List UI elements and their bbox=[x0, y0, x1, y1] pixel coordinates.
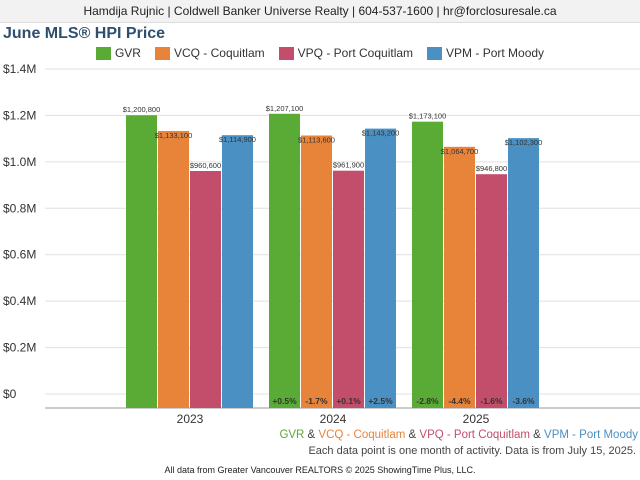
data-label: $960,600 bbox=[190, 161, 221, 170]
change-label: +0.1% bbox=[336, 396, 361, 406]
data-label: $1,102,300 bbox=[505, 138, 543, 147]
data-label: $1,133,100 bbox=[155, 131, 193, 140]
bar-vpm-2023 bbox=[222, 135, 253, 408]
bar-gvr-2024 bbox=[269, 113, 300, 408]
contact-line: Hamdija Rujnic | Coldwell Banker Univers… bbox=[83, 4, 557, 18]
footer-legend-part: VPQ - Port Coquitlam bbox=[419, 429, 530, 441]
legend-swatch bbox=[95, 46, 111, 60]
bar-gvr-2025 bbox=[412, 121, 443, 408]
change-label: -1.6% bbox=[480, 396, 503, 406]
bar-vpm-2024 bbox=[365, 128, 396, 408]
legend-swatch bbox=[427, 46, 443, 60]
footer-source: All data from Greater Vancouver REALTORS… bbox=[164, 465, 476, 475]
change-label: -2.8% bbox=[416, 396, 439, 406]
change-label: -3.6% bbox=[512, 396, 535, 406]
y-tick-label: $0.2M bbox=[3, 341, 36, 355]
footer-legend-part: VPM - Port Moody bbox=[544, 429, 638, 441]
y-tick-label: $1.0M bbox=[3, 155, 36, 169]
y-tick-label: $1.4M bbox=[3, 62, 36, 76]
footer-legend-part: & bbox=[405, 429, 420, 441]
footer-note: Each data point is one month of activity… bbox=[308, 445, 636, 457]
y-tick-label: $1.2M bbox=[3, 108, 36, 122]
bar-gvr-2023 bbox=[126, 115, 157, 408]
data-label: $1,113,600 bbox=[298, 135, 335, 144]
x-tick-label: 2023 bbox=[177, 412, 204, 426]
bar-vpq-2023 bbox=[190, 171, 221, 408]
bar-vpq-2024 bbox=[333, 170, 364, 408]
legend-label: VPQ - Port Coquitlam bbox=[297, 46, 414, 60]
y-tick-label: $0 bbox=[3, 387, 17, 401]
data-label: $1,207,100 bbox=[266, 104, 304, 113]
bar-vcq-2025 bbox=[444, 146, 475, 408]
y-tick-label: $0.6M bbox=[3, 248, 36, 262]
data-label: $1,173,100 bbox=[409, 112, 447, 121]
data-label: $961,900 bbox=[333, 161, 364, 170]
change-label: -4.4% bbox=[448, 396, 471, 406]
data-label: $1,143,200 bbox=[362, 129, 400, 138]
data-label: $1,064,700 bbox=[441, 147, 479, 156]
legend-swatch bbox=[154, 46, 170, 60]
legend-swatch bbox=[278, 46, 294, 60]
change-label: -1.7% bbox=[305, 396, 328, 406]
y-tick-label: $0.4M bbox=[3, 294, 36, 308]
bar-vpm-2025 bbox=[508, 138, 539, 408]
chart-title: June MLS® HPI Price bbox=[3, 25, 166, 42]
footer-legend-part: VCQ - Coquitlam bbox=[318, 429, 406, 441]
change-label: +2.5% bbox=[368, 396, 393, 406]
footer-series-legend: GVR & VCQ - Coquitlam & VPQ - Port Coqui… bbox=[279, 429, 638, 441]
x-tick-label: 2025 bbox=[463, 412, 490, 426]
footer-legend-part: & bbox=[304, 429, 319, 441]
legend-item-2[interactable]: VPQ - Port Coquitlam bbox=[278, 46, 414, 60]
data-label: $1,114,900 bbox=[219, 135, 256, 144]
bar-vpq-2025 bbox=[476, 174, 507, 408]
footer-legend-part: GVR bbox=[279, 429, 305, 441]
footer-legend-part: & bbox=[529, 429, 545, 441]
y-tick-label: $0.8M bbox=[3, 201, 36, 215]
legend-label: VCQ - Coquitlam bbox=[173, 46, 265, 60]
data-label: $1,200,800 bbox=[123, 105, 161, 114]
legend-item-0[interactable]: GVR bbox=[95, 46, 141, 60]
legend-label: VPM - Port Moody bbox=[446, 46, 545, 60]
chart-legend: GVR VCQ - Coquitlam VPQ - Port Coquitlam VP… bbox=[0, 44, 640, 62]
legend-label: GVR bbox=[114, 46, 141, 60]
bar-vcq-2024 bbox=[301, 135, 332, 408]
bar-vcq-2023 bbox=[158, 130, 189, 408]
data-label: $946,800 bbox=[476, 164, 507, 173]
legend-item-3[interactable]: VPM - Port Moody bbox=[427, 46, 544, 60]
legend-item-1[interactable]: VCQ - Coquitlam bbox=[154, 46, 265, 60]
change-label: +0.5% bbox=[272, 396, 297, 406]
x-tick-label: 2024 bbox=[320, 412, 347, 426]
header-contact-bar: Hamdija Rujnic | Coldwell Banker Univers… bbox=[0, 0, 640, 23]
